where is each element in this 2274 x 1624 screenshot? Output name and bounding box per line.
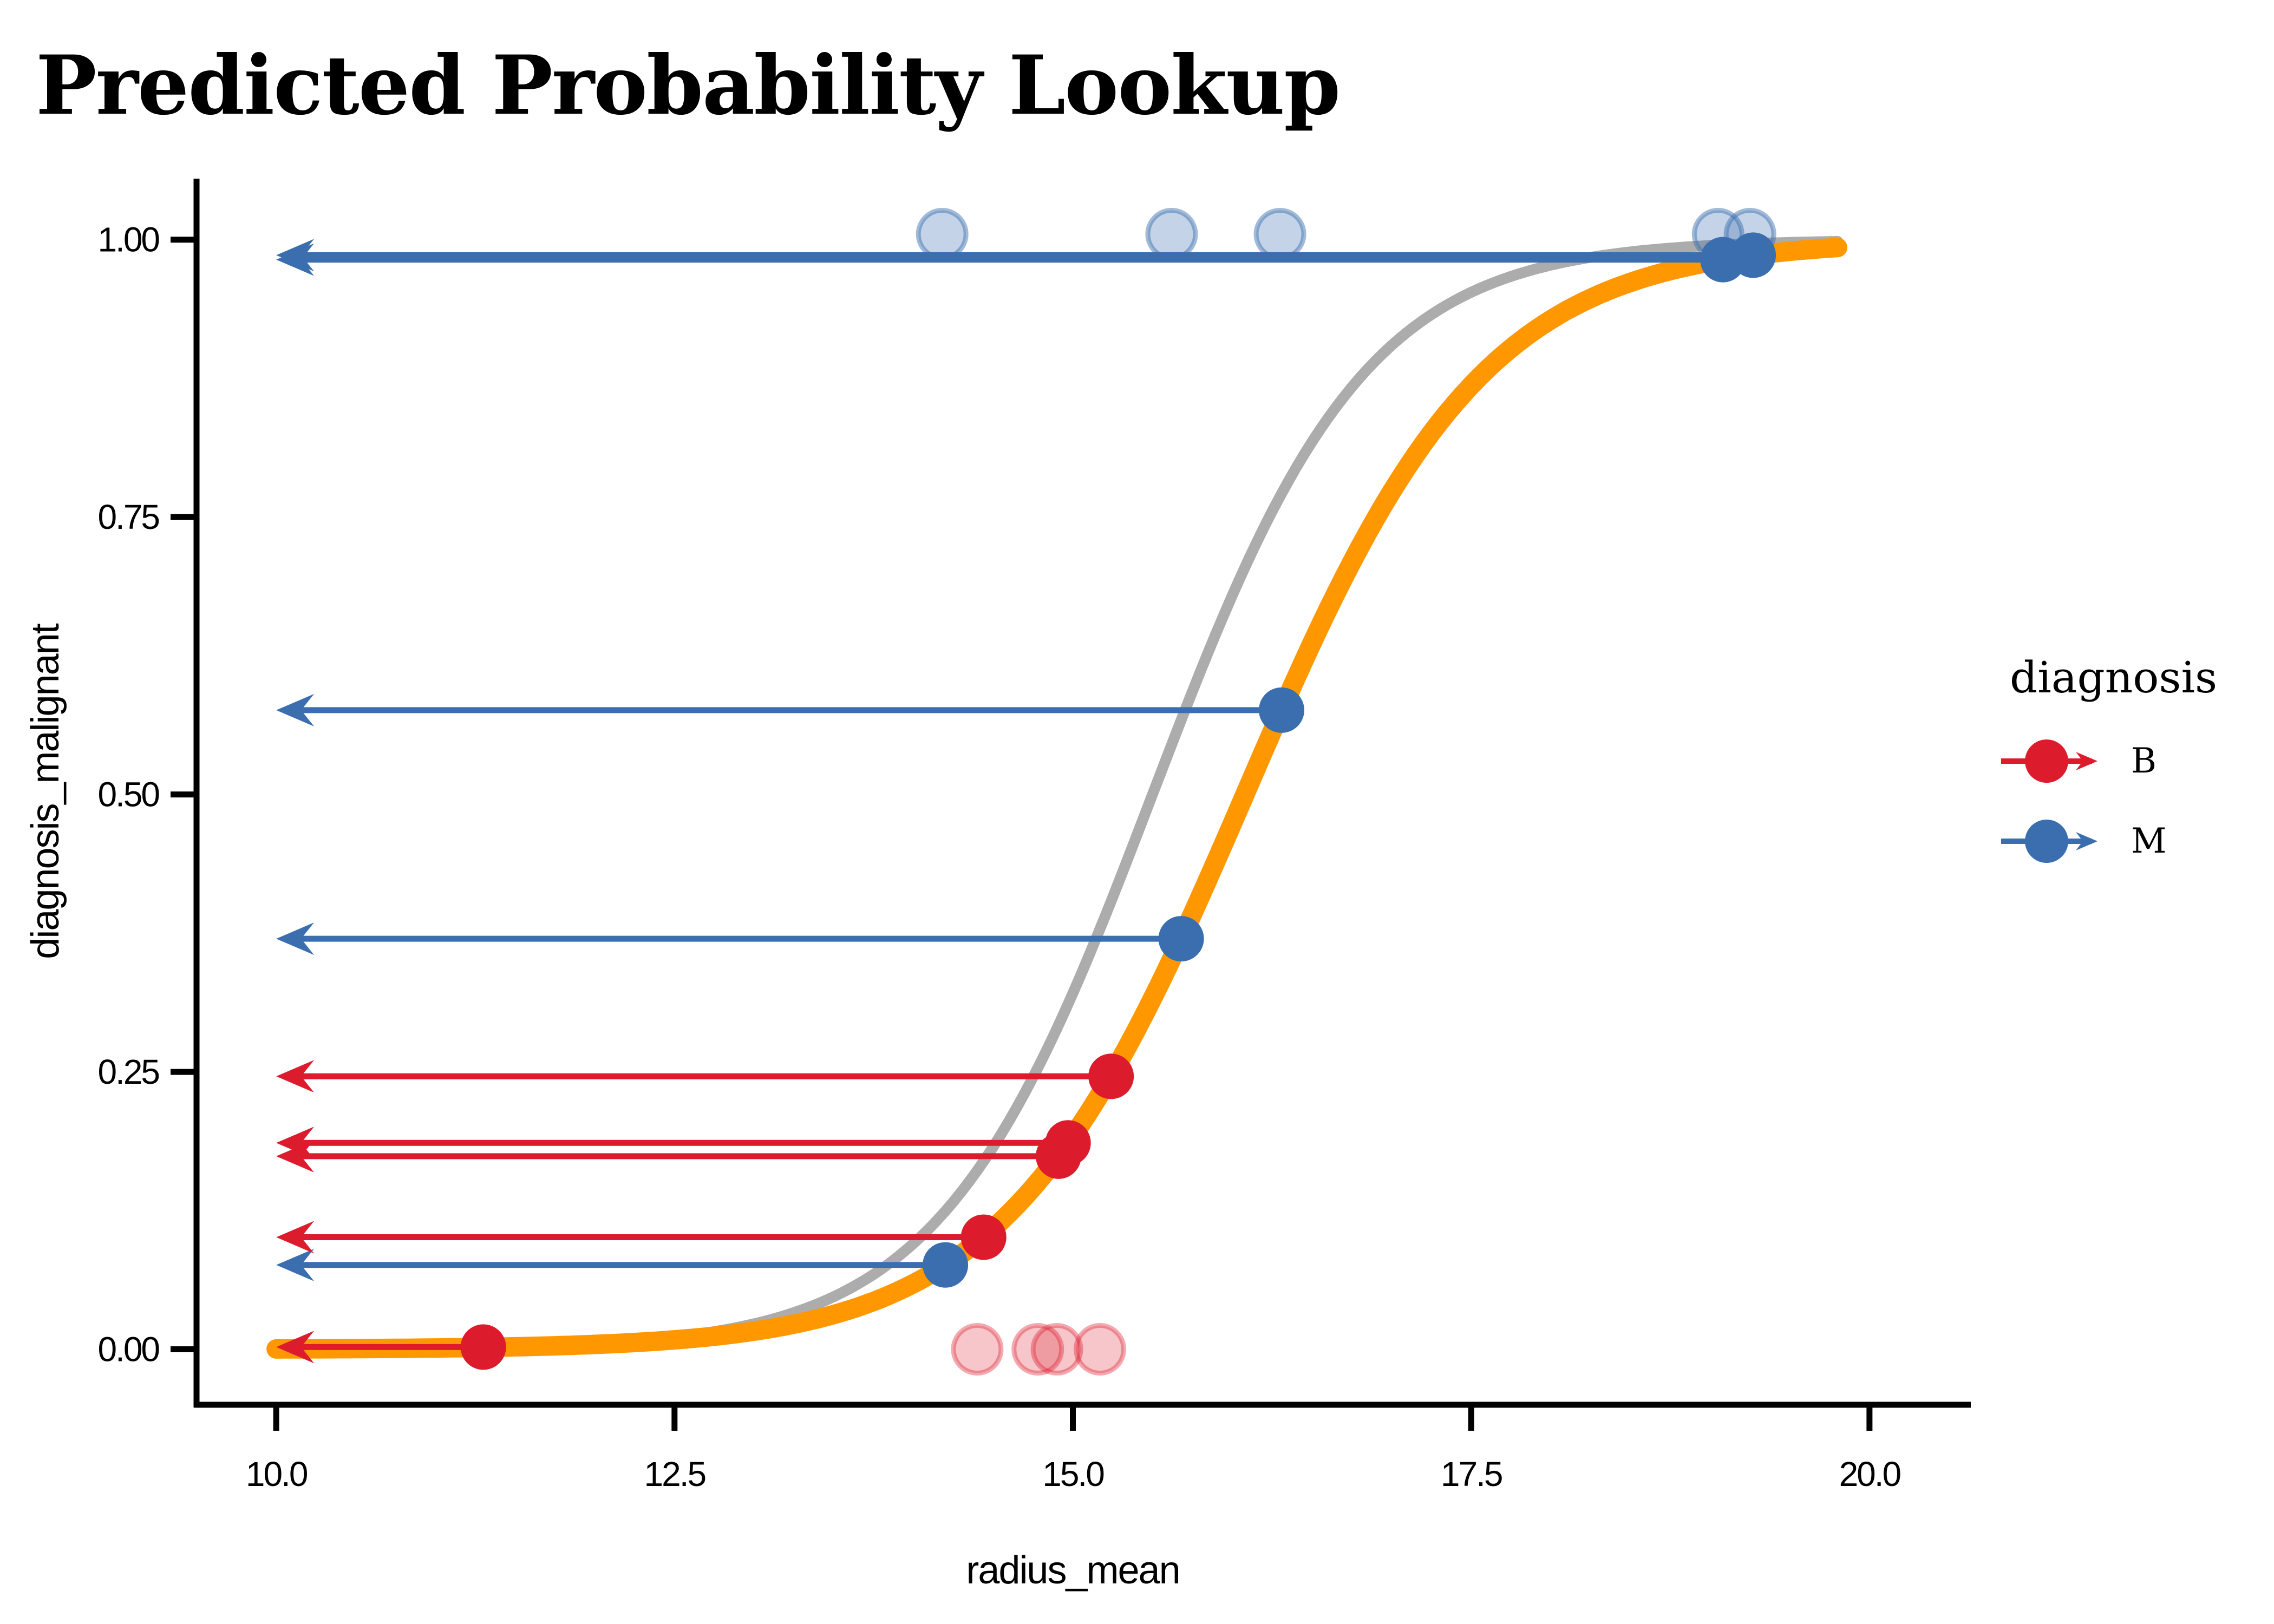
raw-malignant-observation	[1145, 207, 1198, 260]
lookup-arrowhead-m	[276, 239, 315, 272]
raw-malignant-observation	[1253, 207, 1306, 260]
x-tick-label: 17.5	[1441, 1455, 1502, 1494]
lookup-point-b	[460, 1324, 506, 1370]
lookup-logistic-curve	[266, 238, 1847, 1359]
x-tick-label: 20.0	[1839, 1455, 1901, 1494]
raw-benign-observation	[1011, 1323, 1064, 1376]
legend: diagnosis B M	[1997, 652, 2217, 895]
y-tick-label: 0.50	[97, 775, 159, 814]
benign-point-arrow-key-icon	[2001, 739, 2097, 783]
reference-logistic-curve	[271, 236, 1843, 1354]
lookup-point-b	[1088, 1053, 1134, 1099]
lookup-arrowhead-b	[276, 1221, 315, 1254]
raw-benign-observation	[1030, 1323, 1083, 1376]
lookup-point-b	[960, 1214, 1007, 1260]
legend-item-malignant: M	[1997, 815, 2217, 867]
lookup-arrowhead-m	[276, 693, 315, 726]
lookup-arrowhead-b	[276, 1060, 315, 1093]
y-tick-label: 1.00	[97, 220, 159, 259]
legend-label-malignant: M	[2131, 821, 2167, 861]
x-tick-label: 10.0	[246, 1455, 308, 1494]
page-title: Predicted Probability Lookup	[36, 38, 1341, 133]
x-tick-label: 12.5	[644, 1455, 705, 1494]
lookup-point-m	[1158, 916, 1204, 962]
lookup-point-b	[1045, 1120, 1091, 1166]
y-tick-label: 0.00	[97, 1330, 159, 1369]
lookup-point-m	[1258, 687, 1304, 733]
lookup-arrowhead-m	[276, 922, 315, 955]
y-tick-label: 0.25	[97, 1052, 159, 1091]
lookup-point-m	[923, 1242, 969, 1288]
x-axis-title: radius_mean	[966, 1549, 1179, 1592]
x-tick-label: 15.0	[1042, 1455, 1104, 1494]
raw-malignant-observation	[916, 207, 969, 260]
raw-benign-observation	[1074, 1323, 1127, 1376]
legend-label-benign: B	[2131, 741, 2157, 781]
lookup-point-m	[1730, 232, 1776, 278]
raw-benign-observation	[951, 1323, 1004, 1376]
lookup-arrowhead-b	[276, 1331, 315, 1364]
lookup-arrowhead-b	[276, 1127, 315, 1160]
legend-title: diagnosis	[2010, 652, 2218, 703]
y-tick-label: 0.75	[97, 497, 159, 536]
legend-item-benign: B	[1997, 735, 2217, 787]
malignant-point-arrow-key-icon	[2001, 820, 2097, 863]
y-axis-title: diagnosis_malignant	[24, 623, 67, 959]
lookup-arrowhead-m	[276, 1248, 315, 1281]
